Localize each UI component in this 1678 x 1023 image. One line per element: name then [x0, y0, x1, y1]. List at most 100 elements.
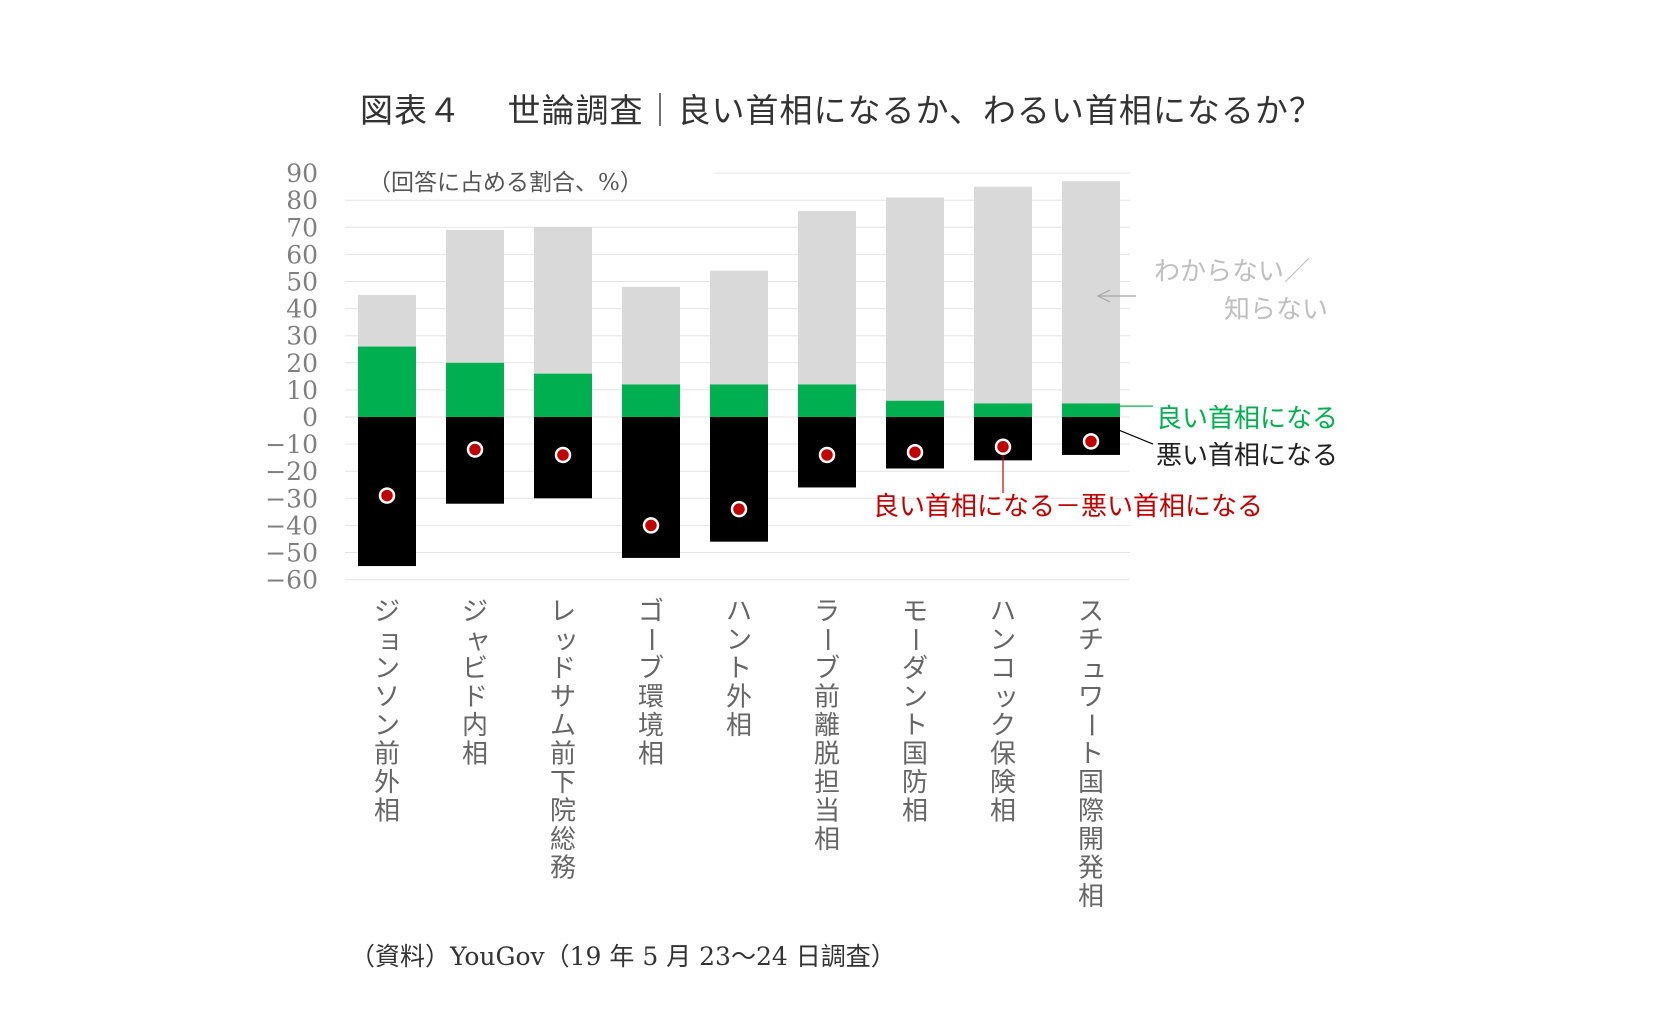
category-label-char: ダ [902, 654, 928, 684]
bar-unknown [710, 270, 768, 385]
y-tick-label: 90 [286, 159, 318, 188]
y-tick-label: −60 [265, 566, 318, 595]
category-label-char: ブ [814, 654, 840, 684]
y-tick-label: 30 [286, 322, 318, 351]
category-label-char: ゴ [638, 597, 664, 627]
bar-unknown [534, 227, 592, 374]
category-label-char: 発 [1078, 854, 1104, 884]
category-label-char: ハ [990, 597, 1016, 627]
category-label-char: チ [1078, 626, 1104, 656]
bar-bad [886, 417, 944, 469]
category-label-char: 相 [990, 797, 1016, 827]
category-label-char: 下 [550, 768, 576, 798]
category-label-char: 総 [550, 825, 576, 855]
category-label-char: ス [1078, 597, 1104, 627]
net-markers [378, 433, 1100, 534]
category-label-char: 国 [902, 740, 928, 770]
category-label-char: ッ [993, 683, 1019, 713]
category-label-char: ワ [1078, 683, 1104, 713]
category-label-char: モ [902, 597, 928, 627]
legend-bad-leader [1119, 429, 1154, 445]
category-label-char: ン [374, 711, 400, 741]
category-label-char: 前 [550, 740, 576, 770]
net-marker [906, 443, 924, 461]
category-label-char: 前 [814, 683, 840, 713]
bar-unknown [1062, 181, 1120, 404]
category-labels: ジョンソン前外相ジャビド内相レッドサム前下院総務ゴーブ環境相ハント外相ラーブ前離… [374, 597, 1107, 912]
category-label-char: 保 [990, 740, 1016, 770]
net-marker [1082, 433, 1100, 450]
category-label-char: 相 [1078, 882, 1104, 912]
bar-good [1062, 403, 1120, 417]
category-label-char: ビ [462, 654, 488, 684]
y-tick-label: −20 [265, 457, 318, 486]
category-label-char: ャ [465, 626, 491, 656]
chart-title: 図表４ 世論調査｜良い首相になるか、わるい首相になるか？ [360, 91, 1323, 130]
y-tick-label: 50 [286, 268, 318, 297]
category-label-char: 務 [550, 854, 576, 884]
category-label-char: 離 [814, 711, 840, 741]
net-marker [730, 500, 748, 518]
net-marker [554, 446, 572, 464]
category-label-char: コ [990, 654, 1016, 684]
y-tick-label: −30 [265, 484, 318, 513]
source-note: （資料）YouGov（19 年 5 月 23～24 日調査） [350, 942, 896, 971]
category-label-char: ジ [462, 597, 488, 627]
category-label-char: ー [1075, 712, 1105, 738]
y-tick-label: 0 [302, 403, 318, 432]
category-label-char: 内 [462, 711, 488, 741]
net-marker [378, 487, 396, 504]
bar-good [622, 384, 680, 417]
bar-good [798, 384, 856, 417]
legend-net: 良い首相になる－悪い首相になる [873, 492, 1263, 522]
y-tick-label: −10 [265, 430, 318, 459]
legend-bad: 悪い首相になる [1156, 441, 1338, 471]
y-tick-label: −40 [265, 511, 318, 540]
bar-unknown [446, 230, 504, 363]
y-tick-label: 20 [286, 349, 318, 378]
category-label-char: 開 [1078, 825, 1104, 855]
category-label-char: ン [902, 683, 928, 713]
category-label-char: 険 [990, 768, 1016, 798]
category-label-char: ュ [1081, 654, 1107, 684]
category-label-char: ド [550, 654, 576, 684]
bar-good [534, 373, 592, 417]
bar-unknown [974, 186, 1032, 404]
category-label-char: ト [726, 654, 752, 684]
bar-good [446, 362, 504, 417]
category-label-char: 前 [374, 740, 400, 770]
category-label-char: 相 [726, 711, 752, 741]
category-label-char: 外 [374, 768, 400, 798]
net-marker [994, 438, 1012, 456]
category-label-char: 境 [638, 711, 664, 741]
category-label-char: ー [811, 626, 841, 652]
bar-good [358, 346, 416, 417]
category-label-char: ム [550, 711, 576, 741]
y-tick-label: 60 [286, 240, 318, 269]
category-label-char: 院 [550, 797, 576, 827]
category-label-char: サ [550, 683, 576, 713]
bars [358, 181, 1120, 567]
category-label-char: ソ [374, 683, 400, 713]
category-label-char: 相 [462, 740, 488, 770]
category-label-char: ブ [638, 654, 664, 684]
category-label-char: 環 [638, 683, 664, 713]
bar-unknown [886, 197, 944, 401]
category-label-char: ト [1078, 740, 1104, 770]
category-label-char: ラ [814, 597, 840, 627]
legend-unknown-line2: 知らない [1224, 295, 1328, 325]
category-label-char: 担 [814, 768, 840, 798]
y-tick-label: −50 [265, 539, 318, 568]
category-label-char: 当 [814, 797, 840, 827]
category-label-char: ド [462, 683, 488, 713]
legend-unknown-line1: わからない／ [1154, 257, 1310, 287]
category-label-char: 防 [902, 768, 928, 798]
category-label-char: ン [374, 654, 400, 684]
category-label-char: ー [899, 626, 929, 652]
legend-good: 良い首相になる [1156, 404, 1338, 434]
category-label-char: ト [902, 711, 928, 741]
net-marker [642, 517, 660, 534]
category-label-char: ッ [553, 626, 579, 656]
